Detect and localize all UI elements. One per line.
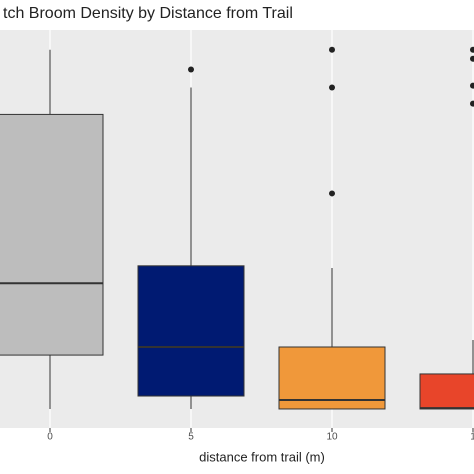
box	[419, 373, 474, 410]
outlier	[470, 55, 474, 62]
x-axis-title: distance from trail (m)	[199, 449, 325, 464]
outlier	[470, 46, 474, 53]
x-tick-label: 10	[326, 432, 338, 443]
x-tick-label: 0	[47, 432, 53, 443]
x-tick-label: 1	[470, 432, 474, 443]
outlier	[329, 84, 335, 91]
x-tick-label: 5	[188, 432, 194, 443]
box	[137, 265, 245, 397]
outlier	[329, 46, 335, 53]
outlier	[470, 100, 474, 107]
outlier	[329, 190, 335, 197]
outlier	[470, 82, 474, 89]
outlier	[188, 66, 194, 73]
box	[0, 113, 104, 356]
chart-title: tch Broom Density by Distance from Trail	[3, 5, 293, 22]
box	[278, 346, 386, 410]
